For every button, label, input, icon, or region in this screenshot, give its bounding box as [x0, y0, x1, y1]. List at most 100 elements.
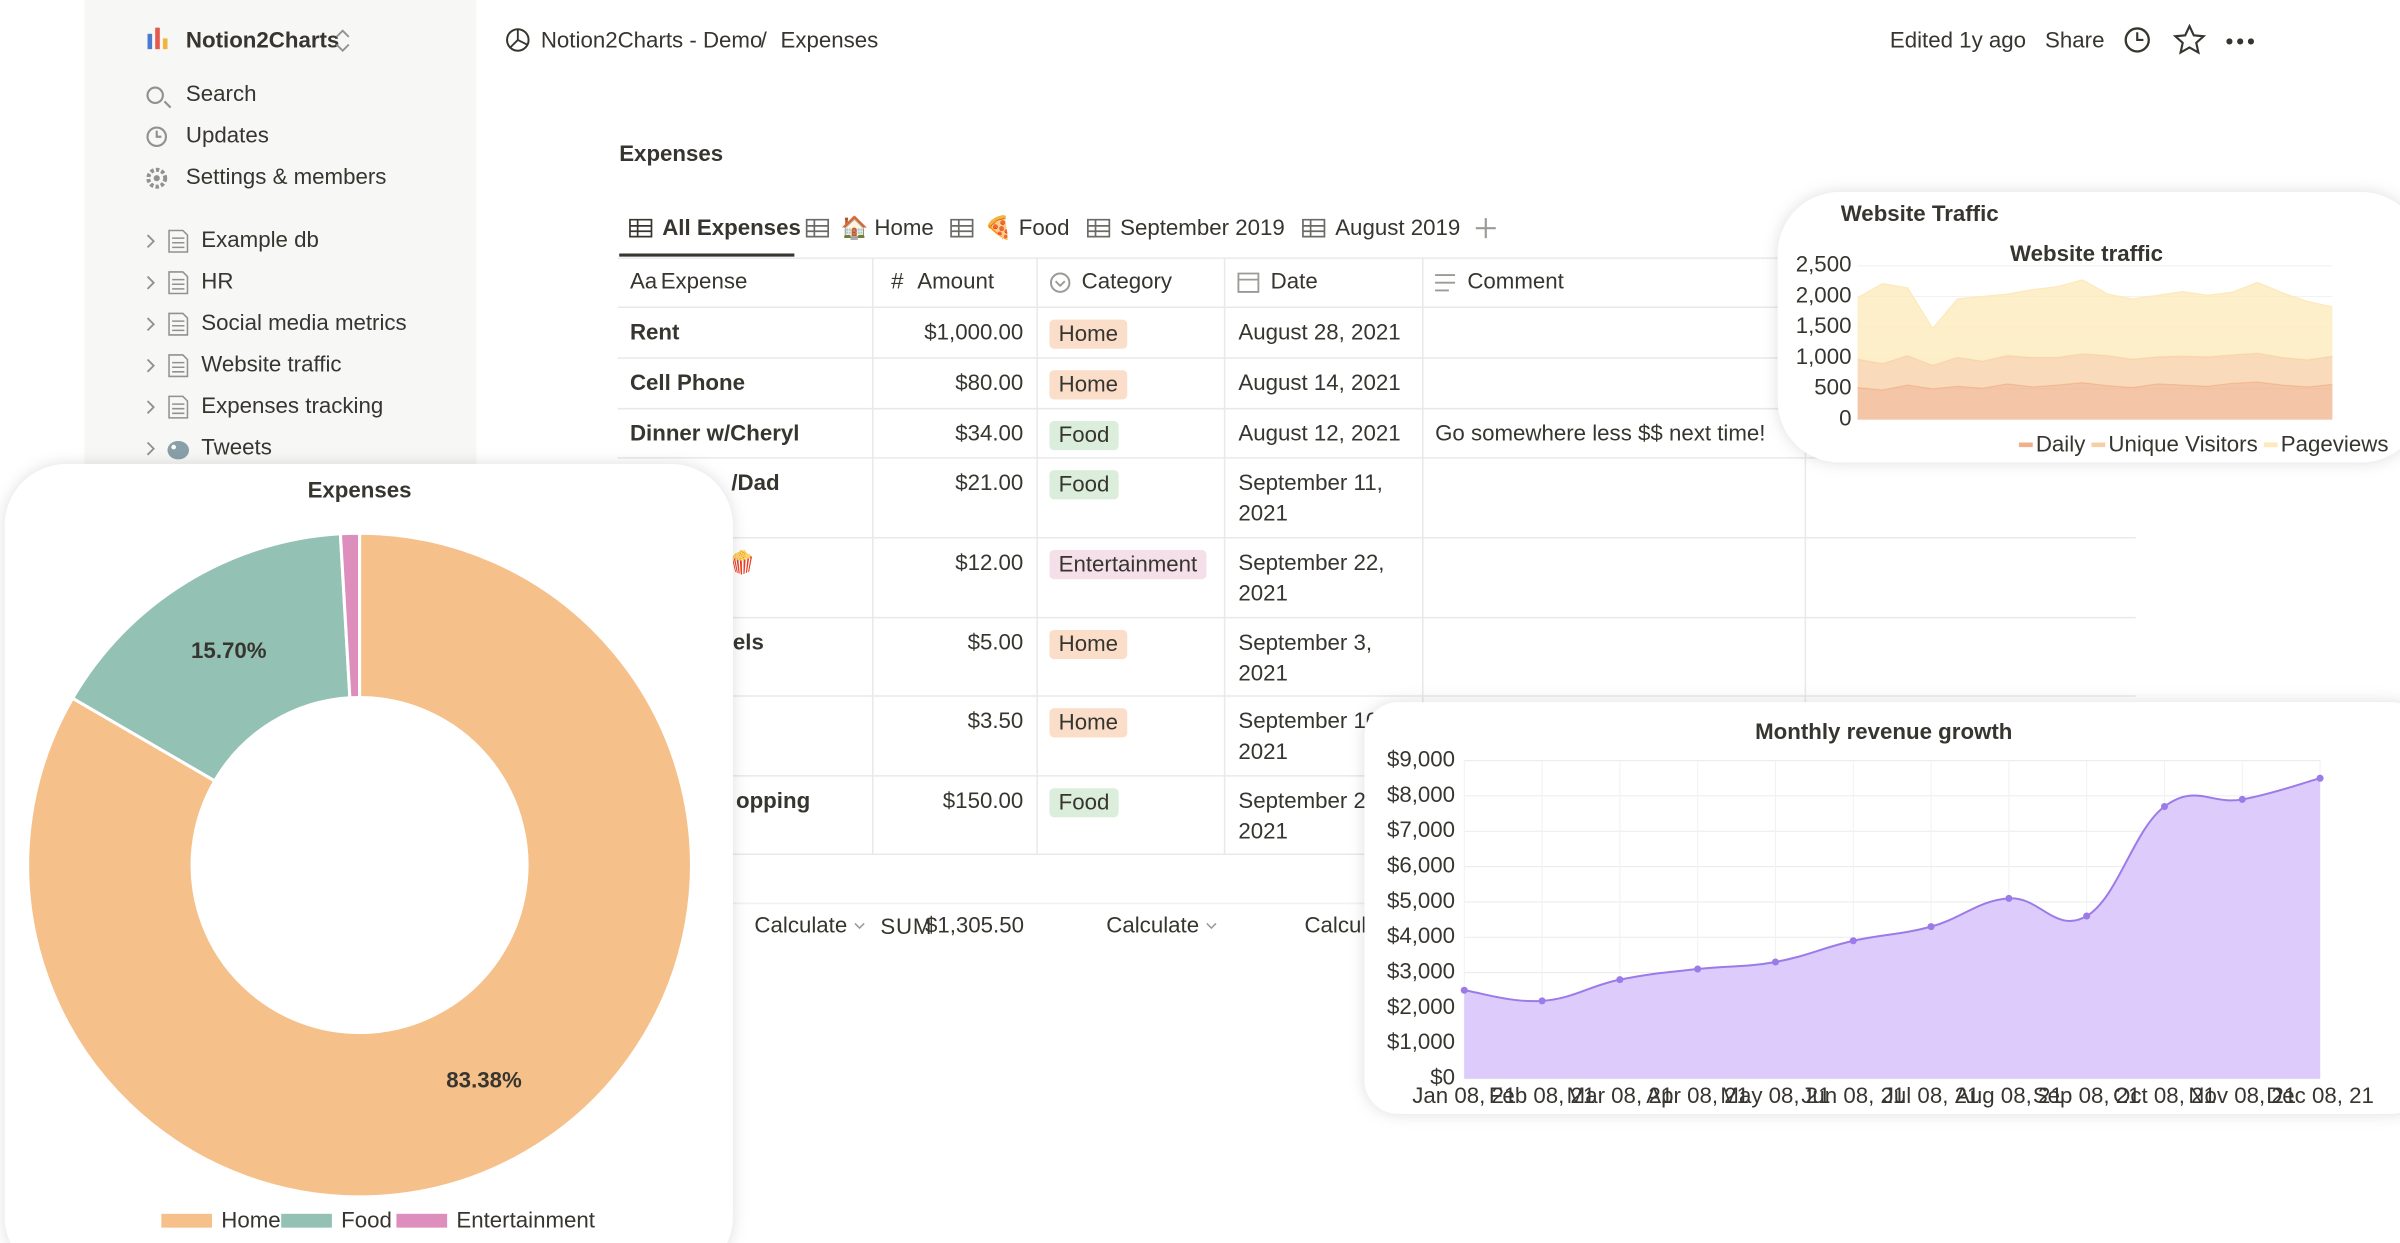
workspace-name[interactable]: Notion2Charts: [186, 27, 339, 52]
workspace-logo: [162, 38, 168, 50]
cell-comment: Go somewhere less $$ next time!: [1435, 421, 1765, 446]
cell-category: Entertainment: [1059, 551, 1198, 576]
cell-expense[interactable]: opping: [736, 788, 810, 813]
x-tick-label: Nov 08, 21: [2188, 1083, 2296, 1108]
breadcrumb[interactable]: Notion2Charts - Demo: [541, 27, 763, 52]
legend-label: Pageviews: [2281, 431, 2389, 456]
cell-category: Home: [1059, 372, 1118, 397]
view-tab[interactable]: September 2019: [1120, 215, 1285, 240]
cell-amount: $3.50: [968, 708, 1024, 733]
tag-bg: [1049, 550, 1207, 580]
column-icon: [1435, 274, 1456, 292]
page-toggle: [146, 358, 155, 373]
page-toggle: [146, 441, 155, 456]
chart-subtitle: Website traffic: [2010, 241, 2163, 266]
area-fill: [1857, 279, 2333, 366]
cell-date: September 10, 2021: [1238, 708, 1390, 764]
sidebar-menu-item[interactable]: Search: [186, 81, 257, 106]
favorite-icon: [2172, 23, 2207, 55]
view-tab[interactable]: 🍕 Food: [985, 214, 1070, 240]
tag-bg: [1049, 629, 1128, 660]
y-tick-label: $4,000: [1387, 923, 1455, 948]
sidebar-page[interactable]: Expenses tracking: [201, 393, 383, 418]
calculate-button[interactable]: Calculate: [1106, 912, 1199, 937]
data-point: [1771, 958, 1780, 966]
sidebar-page[interactable]: Social media metrics: [201, 310, 406, 335]
cell-amount: $80.00: [955, 370, 1023, 395]
page-toggle: [146, 234, 155, 249]
tab-icon: [950, 218, 974, 238]
cell-expense[interactable]: Dinner w/Cheryl: [630, 421, 800, 446]
view-tab[interactable]: All Expenses: [662, 215, 801, 240]
data-point: [1849, 937, 1857, 945]
data-point: [1694, 965, 1702, 973]
x-tick-label: Feb 08, 21: [1489, 1083, 1595, 1108]
cell-category: Food: [1059, 471, 1110, 496]
tag-bg: [1049, 319, 1128, 349]
y-tick-label: $8,000: [1387, 782, 1455, 807]
data-point: [1927, 923, 1935, 931]
sidebar-page[interactable]: HR: [201, 269, 233, 294]
y-tick-label: 1,000: [1796, 344, 1852, 369]
cell-amount: $5.00: [968, 630, 1024, 655]
cell-expense[interactable]: Rent: [630, 319, 680, 344]
traffic-card: Website Traffic Website traffic 0 500 1,000 1…: [1777, 192, 2400, 463]
area-fill: [1857, 381, 2333, 420]
column-header: Category: [1082, 269, 1173, 294]
legend-label: Daily: [2036, 431, 2086, 456]
cell-amount: $1,000.00: [924, 319, 1023, 344]
cell-date: September 22, 2021: [1238, 550, 1390, 606]
sidebar-page[interactable]: Tweets: [201, 435, 272, 460]
legend-swatch: [281, 1213, 332, 1228]
sidebar-menu-item[interactable]: Settings & members: [186, 164, 386, 189]
cell-expense[interactable]: 🍿: [728, 549, 756, 575]
cell-date: September 3, 2021: [1238, 630, 1378, 686]
legend-swatch: [396, 1213, 448, 1228]
search-icon: [146, 86, 172, 109]
calculate-button[interactable]: Calculate: [754, 912, 847, 937]
cell-expense[interactable]: Cell Phone: [630, 370, 745, 395]
tab-icon: [629, 218, 653, 238]
y-tick-label: 2,000: [1796, 282, 1852, 307]
data-point: [2005, 894, 2013, 902]
pie-card: Expenses 83.38% 15.70% Home Food Entertainmen…: [4, 464, 733, 1243]
sidebar-page[interactable]: Website traffic: [201, 352, 341, 377]
cell-category: Home: [1059, 710, 1118, 735]
view-tab[interactable]: 🏠 Home: [840, 215, 933, 240]
data-label: 83.38%: [446, 1067, 522, 1092]
column-icon: [1237, 272, 1260, 293]
data-point: [1616, 976, 1624, 984]
page-icon: [167, 440, 190, 460]
tag-bg: [1049, 708, 1128, 738]
legend-label: Unique Visitors: [2108, 431, 2257, 456]
page-toggle: [146, 275, 155, 290]
cell-expense[interactable]: els: [733, 630, 764, 655]
data-point: [2316, 774, 2324, 782]
cell-date: September 11, 2021: [1238, 470, 1389, 526]
y-tick-label: $1,000: [1387, 1029, 1455, 1054]
x-tick-label: Dec 08, 21: [2266, 1083, 2374, 1108]
sidebar-page[interactable]: Example db: [201, 227, 319, 252]
y-tick-label: $2,000: [1387, 994, 1455, 1019]
data-point: [1460, 986, 1468, 994]
data-label: 15.70%: [191, 638, 267, 663]
data-point: [2083, 912, 2091, 920]
breadcrumb[interactable]: Expenses: [781, 27, 879, 52]
page-icon: [168, 395, 189, 419]
calculate-chevron: [1206, 922, 1217, 930]
cell-expense[interactable]: /Dad: [731, 470, 779, 495]
workspace-switch: [335, 29, 350, 53]
page-icon: [168, 271, 189, 295]
y-tick-label: 2,500: [1796, 252, 1852, 277]
cell-amount: $21.00: [955, 470, 1023, 495]
y-tick-label: $6,000: [1387, 852, 1455, 877]
column-header: Comment: [1467, 269, 1564, 294]
sidebar-menu-item[interactable]: Updates: [186, 123, 269, 148]
cell-category: Food: [1059, 422, 1110, 447]
area-line: [1857, 279, 2333, 330]
pie-slice: [338, 531, 362, 700]
view-tab[interactable]: August 2019: [1335, 215, 1460, 240]
share-button[interactable]: Share: [2045, 27, 2104, 52]
